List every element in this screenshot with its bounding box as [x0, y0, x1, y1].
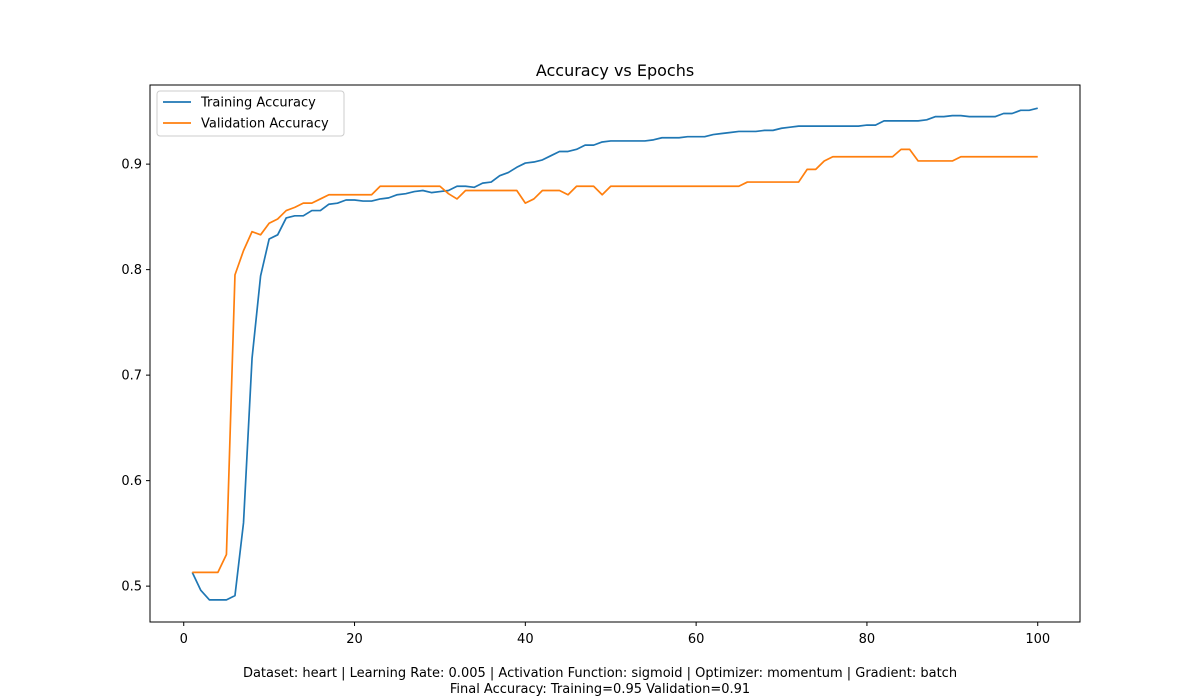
- x-axis: 0 20 40 60 80 100: [180, 622, 1050, 647]
- y-tick-label: 0.9: [121, 158, 142, 173]
- y-tick-label: 0.6: [121, 474, 142, 489]
- plot-lines: [191, 107, 1038, 601]
- chart-title: Accuracy vs Epochs: [536, 61, 694, 80]
- x-tick-label: 80: [859, 632, 876, 647]
- series-line-validation-accuracy: [192, 148, 1038, 574]
- footer-final-accuracy: Final Accuracy: Training=0.95 Validation…: [449, 682, 751, 697]
- legend-box: [156, 90, 345, 137]
- series-line-training-accuracy: [191, 107, 1038, 601]
- legend: Training Accuracy Validation Accuracy: [156, 90, 345, 137]
- x-tick-label: 60: [688, 632, 705, 647]
- x-tick-label: 20: [346, 632, 363, 647]
- footer-params: Dataset: heart | Learning Rate: 0.005 | …: [242, 666, 958, 681]
- y-tick-label: 0.5: [121, 580, 142, 595]
- x-tick-label: 0: [180, 632, 188, 647]
- y-tick-label: 0.8: [121, 263, 142, 278]
- accuracy-chart: Accuracy vs Epochs 0 20 40 60 80 100 0.50.60.…: [121, 61, 1081, 647]
- legend-label: Training Accuracy: [200, 96, 316, 111]
- x-tick-label: 40: [517, 632, 534, 647]
- plot-frame: [149, 84, 1081, 623]
- y-tick-label: 0.7: [121, 369, 142, 384]
- y-axis: 0.5 0.6 0.7 0.8 0.9: [121, 158, 150, 595]
- legend-label: Validation Accuracy: [201, 117, 329, 132]
- x-tick-label: 100: [1025, 632, 1050, 647]
